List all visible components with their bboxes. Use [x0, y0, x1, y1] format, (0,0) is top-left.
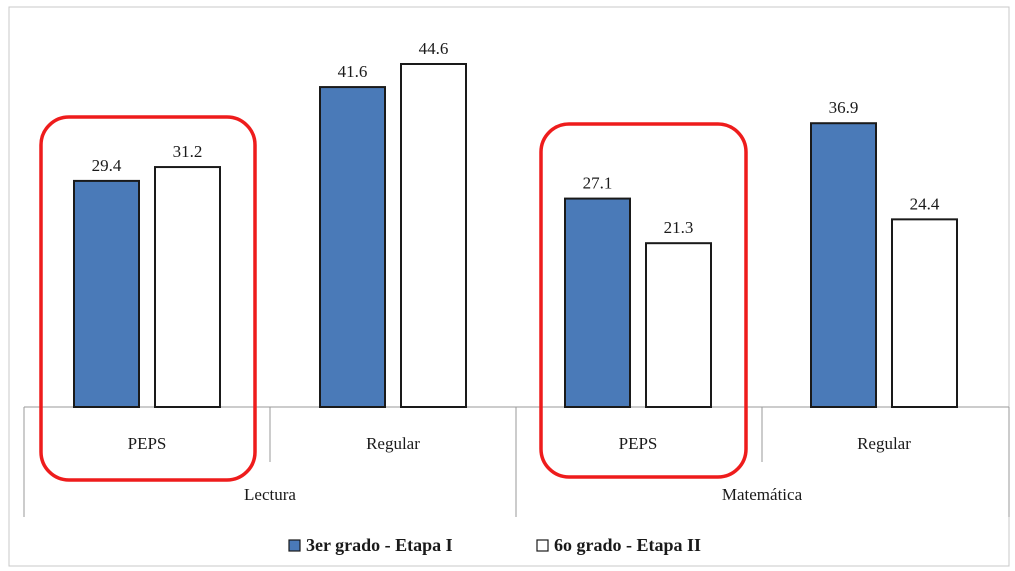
group-label-lectura: Lectura	[244, 485, 296, 504]
data-label-matematica-peps-series-1: 27.1	[583, 174, 613, 193]
group-label-matematica: Matemática	[722, 485, 803, 504]
bar-matematica-regular-series-1	[810, 122, 877, 408]
tick-label-matematica-regular: Regular	[857, 434, 911, 453]
category-labels: PEPS Regular PEPS Regular	[128, 434, 912, 453]
legend-swatch-series-1	[288, 539, 301, 552]
data-label-matematica-peps-series-2: 21.3	[664, 218, 694, 237]
data-label-lectura-peps-series-2: 31.2	[173, 142, 203, 161]
bar-lectura-regular-series-1	[319, 86, 386, 408]
legend-swatch-series-2	[536, 539, 549, 552]
group-labels: Lectura Matemática	[244, 485, 803, 504]
bar-matematica-peps-series-1	[564, 197, 631, 408]
bar-matematica-regular-series-2	[891, 218, 958, 408]
bar-lectura-peps-series-2	[154, 166, 221, 408]
tick-label-lectura-peps: PEPS	[128, 434, 167, 453]
data-label-matematica-regular-series-1: 36.9	[829, 98, 859, 117]
data-label-matematica-regular-series-2: 24.4	[910, 194, 940, 213]
legend: 3er grado - Etapa I 6o grado - Etapa II	[288, 535, 701, 555]
bar-lectura-peps-series-1	[73, 179, 140, 408]
highlight-box-1	[39, 115, 257, 482]
data-label-lectura-regular-series-2: 44.6	[419, 39, 449, 58]
highlight-box-2	[539, 122, 748, 479]
legend-label-series-2: 6o grado - Etapa II	[554, 535, 701, 555]
axis-divider-lines	[23, 407, 1010, 517]
legend-label-series-1: 3er grado - Etapa I	[306, 535, 453, 555]
highlight-boxes	[39, 115, 748, 482]
data-label-lectura-regular-series-1: 41.6	[338, 62, 368, 81]
tick-label-matematica-peps: PEPS	[619, 434, 658, 453]
bar-lectura-regular-series-2	[400, 63, 467, 408]
bar-matematica-peps-series-2	[645, 242, 712, 408]
tick-label-lectura-regular: Regular	[366, 434, 420, 453]
data-label-lectura-peps-series-1: 29.4	[92, 156, 122, 175]
bars	[73, 63, 958, 408]
value-labels: 29.4 31.2 41.6 44.6 27.1 21.3 36.9 24.4	[92, 39, 940, 237]
